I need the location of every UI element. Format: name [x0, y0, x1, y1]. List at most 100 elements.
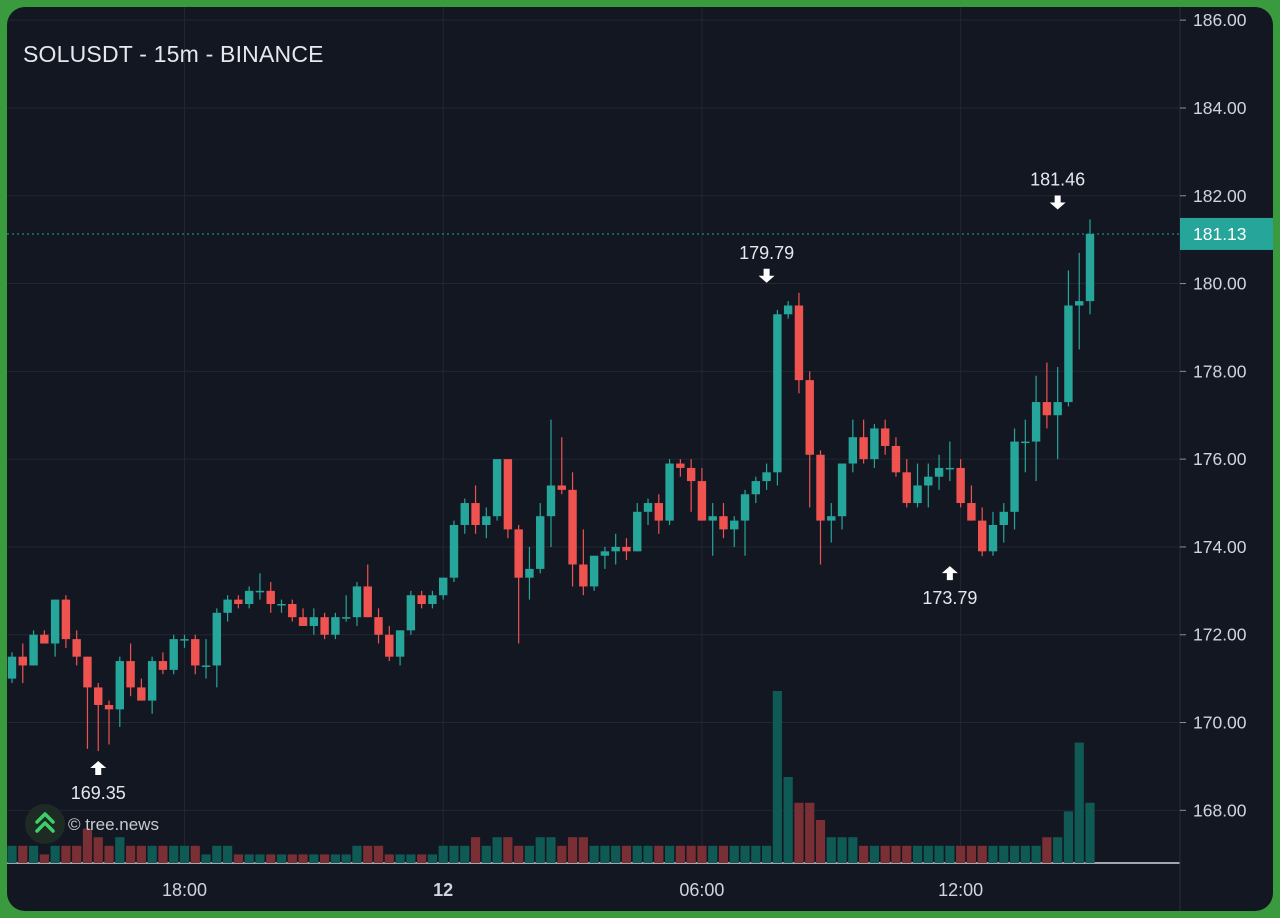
- candle-body: [18, 656, 27, 666]
- y-tick-label: 170.00: [1193, 713, 1247, 733]
- candle-body: [525, 568, 534, 578]
- volume-bar: [309, 854, 319, 863]
- price-axis: 186.00 184.00 182.00 180.00 178.00 176.00 174.…: [1180, 10, 1273, 820]
- volume-bar: [244, 854, 254, 863]
- candle-body: [320, 617, 329, 635]
- volume-bar: [18, 845, 28, 863]
- volume-bar: [481, 845, 491, 863]
- candle-body: [266, 590, 275, 605]
- candle-body: [848, 437, 858, 464]
- high-price-label: 181.46: [1030, 169, 1085, 189]
- candle-body: [104, 704, 114, 710]
- arrow-down-icon: [758, 268, 775, 283]
- candle-body: [223, 599, 232, 613]
- volume-bar: [934, 845, 944, 863]
- candle-body: [794, 305, 804, 381]
- price-annotations: 169.35 179.79 173.79 181.46: [71, 169, 1085, 803]
- candle-body: [730, 520, 739, 530]
- time-axis: 18:00 12 06:00 12:00: [162, 880, 983, 900]
- candle-body: [622, 546, 631, 552]
- candle-body: [579, 564, 588, 587]
- candle-body: [158, 661, 168, 670]
- candle-body: [934, 467, 944, 477]
- volume-bar: [352, 845, 362, 863]
- candle-body: [471, 503, 480, 525]
- volume-bar: [1031, 845, 1041, 863]
- candle-body: [686, 467, 696, 482]
- current-price-tag: [1180, 217, 1273, 250]
- candlestick-chart[interactable]: 169.35 179.79 173.79 181.46 186.00 184.00 182…: [7, 7, 1273, 911]
- candle-body: [147, 661, 157, 701]
- y-tick-label: 180.00: [1193, 274, 1247, 294]
- y-tick-label: 186.00: [1193, 10, 1247, 30]
- x-tick-label: 12: [433, 880, 453, 900]
- volume-bar: [93, 837, 103, 863]
- candle-body: [1053, 402, 1062, 416]
- volume-bar: [815, 820, 826, 863]
- candle-body: [352, 586, 362, 618]
- volume-bar: [363, 845, 373, 863]
- candle-body: [902, 472, 911, 504]
- volume-bar: [169, 845, 179, 863]
- chart-title: SOLUSDT - 15m - BINANCE: [23, 41, 324, 67]
- tree-news-logo: [25, 804, 65, 844]
- volume-bar: [718, 845, 729, 863]
- candle-body: [891, 445, 901, 473]
- candle-body: [837, 463, 847, 517]
- candle-body: [967, 503, 976, 521]
- grid: [7, 7, 1181, 911]
- candle-body: [740, 494, 750, 521]
- candle-body: [783, 305, 793, 315]
- candle-body: [503, 459, 513, 530]
- candle-body: [568, 489, 577, 565]
- volume-bar: [1063, 811, 1074, 863]
- candle-body: [50, 599, 60, 644]
- volume-bar: [417, 854, 427, 863]
- volume-bar: [320, 854, 330, 863]
- candle-body: [589, 555, 599, 587]
- volume-bar: [470, 837, 481, 863]
- candle-body: [234, 599, 243, 605]
- y-tick-label: 174.00: [1193, 537, 1247, 557]
- volume-bar: [395, 854, 405, 863]
- volume-bar: [524, 845, 535, 863]
- volume-bar: [966, 845, 977, 863]
- candle-body: [676, 463, 685, 468]
- candle-body: [805, 380, 814, 455]
- volume-bar: [28, 845, 39, 863]
- candle-body: [406, 595, 416, 631]
- volume-bar: [1009, 845, 1020, 863]
- volume-bar: [611, 845, 621, 863]
- candle-body: [719, 516, 728, 530]
- candle-body: [439, 577, 448, 596]
- volume-bar: [136, 845, 146, 863]
- volume-bar: [977, 845, 987, 863]
- chart-frame: 169.35 179.79 173.79 181.46 186.00 184.00 182…: [7, 7, 1273, 911]
- candle-body: [988, 524, 998, 552]
- y-tick-label: 182.00: [1193, 186, 1247, 206]
- volume-bar: [147, 845, 157, 863]
- volume-bar: [729, 845, 739, 863]
- x-tick-label: 06:00: [679, 880, 724, 900]
- candle-body: [115, 661, 124, 710]
- y-tick-label: 172.00: [1193, 625, 1247, 645]
- volume-bar: [589, 845, 599, 863]
- arrow-up-icon: [90, 761, 107, 776]
- candle-body: [665, 463, 674, 521]
- candle-body: [643, 503, 653, 512]
- candle-body: [654, 503, 663, 521]
- candle-body: [395, 630, 405, 657]
- volume-bar: [686, 845, 696, 863]
- volume-bar: [751, 845, 761, 863]
- volume-bar: [772, 691, 782, 863]
- candle-body: [1075, 301, 1084, 306]
- volume-bar: [557, 845, 567, 863]
- candle-body: [880, 428, 890, 446]
- candle-body: [288, 604, 297, 618]
- candle-body: [1042, 402, 1052, 416]
- volume-bar: [201, 854, 211, 863]
- candle-body: [859, 437, 868, 460]
- volume-bar: [104, 845, 114, 863]
- candle-body: [633, 511, 642, 552]
- arrow-up-icon: [941, 566, 958, 581]
